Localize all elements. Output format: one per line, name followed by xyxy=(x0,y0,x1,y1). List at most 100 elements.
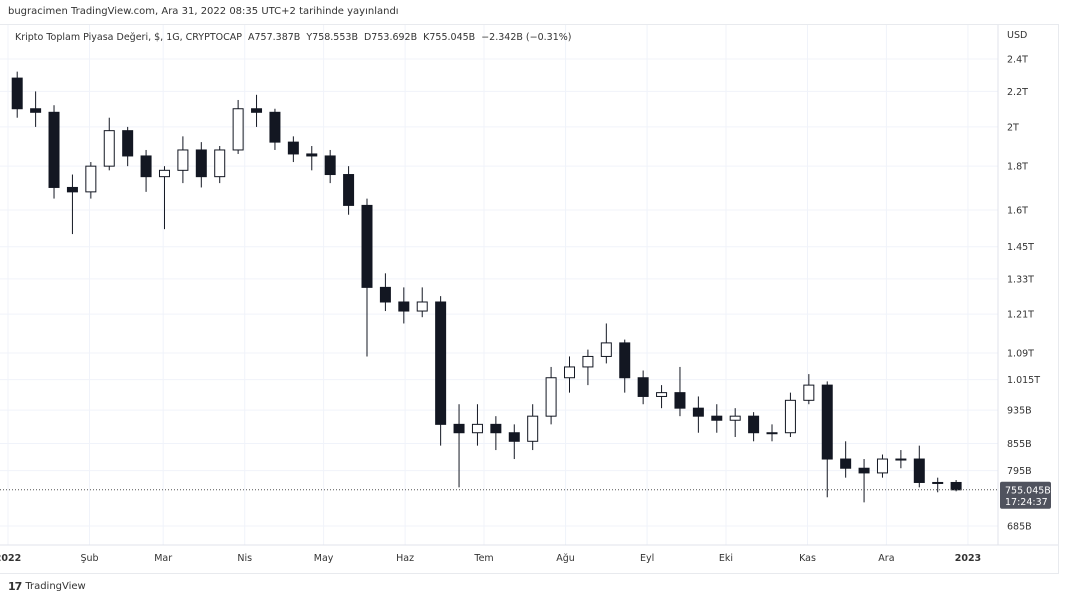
candle xyxy=(582,349,594,386)
last-price-value: 755.045B xyxy=(1005,485,1051,496)
candle-body xyxy=(471,423,483,434)
time-tick-label: Nis xyxy=(237,553,252,564)
candle xyxy=(950,480,962,492)
candle xyxy=(619,339,631,393)
price-tick-label: 2T xyxy=(1007,122,1019,133)
candle-body xyxy=(527,415,539,442)
candle-body xyxy=(564,366,576,379)
candle xyxy=(416,287,428,318)
candle-body xyxy=(821,384,833,460)
candle-body xyxy=(674,392,686,409)
time-tick-label: Ara xyxy=(878,553,894,564)
candle xyxy=(766,424,778,442)
candle xyxy=(711,404,723,433)
candle xyxy=(453,404,465,488)
price-tick-label: 855B xyxy=(1007,439,1032,450)
candle xyxy=(656,385,668,409)
candle-body xyxy=(85,165,97,193)
candle xyxy=(858,459,870,503)
candle-body xyxy=(177,149,189,171)
candle-body xyxy=(48,111,60,188)
candle xyxy=(195,142,207,188)
candle-body xyxy=(508,432,520,442)
candle xyxy=(748,412,760,442)
candle-body xyxy=(637,377,649,397)
candle-body xyxy=(416,301,428,312)
candle xyxy=(490,416,502,451)
price-tick-label: 2.4T xyxy=(1007,55,1028,66)
candle-body xyxy=(932,481,944,484)
candle xyxy=(876,454,888,478)
candle-body xyxy=(122,130,134,157)
tradingview-logo-text: TradingView xyxy=(25,581,86,592)
tradingview-logo-icon: 17 xyxy=(8,580,22,593)
candle xyxy=(48,105,60,199)
candle-body xyxy=(324,155,336,176)
candle-body xyxy=(729,415,741,421)
candle-body xyxy=(895,458,907,461)
candle-body xyxy=(858,467,870,474)
price-tick-label: 1.015T xyxy=(1007,375,1040,386)
time-tick-label: Haz xyxy=(396,553,414,564)
candle-body xyxy=(232,108,244,151)
time-tick-label: Şub xyxy=(80,553,98,564)
candle xyxy=(66,174,78,235)
price-tick-label: 1.33T xyxy=(1007,274,1034,285)
candle-body xyxy=(692,407,704,417)
time-tick-label: Eyl xyxy=(640,553,654,564)
candle-body xyxy=(619,342,631,379)
candle-body xyxy=(214,149,226,178)
candle-body xyxy=(158,169,170,178)
candle-body xyxy=(435,301,447,425)
candle xyxy=(674,366,686,417)
candle xyxy=(692,396,704,433)
candle-body xyxy=(453,423,465,434)
chart-frame xyxy=(0,24,1059,574)
price-tick-label: 795B xyxy=(1007,466,1032,477)
candle-body xyxy=(600,342,612,357)
candle xyxy=(287,136,299,163)
candle xyxy=(637,370,649,405)
candle-body xyxy=(195,149,207,178)
candle-body xyxy=(398,301,410,312)
candle xyxy=(913,445,925,488)
candle xyxy=(471,404,483,446)
symbol-legend: Kripto Toplam Piyasa Değeri, $, 1G, CRYP… xyxy=(15,32,572,43)
candle xyxy=(932,477,944,493)
candle xyxy=(85,162,97,199)
candle-body xyxy=(876,458,888,474)
price-tick-label: 2.2T xyxy=(1007,87,1028,98)
candle-body xyxy=(766,432,778,435)
time-tick-label: May xyxy=(314,553,334,564)
candle-body xyxy=(30,108,42,113)
candle xyxy=(361,198,373,357)
candle-body xyxy=(840,458,852,469)
price-tick-label: 935B xyxy=(1007,406,1032,417)
candle-body xyxy=(11,77,23,110)
candle xyxy=(840,441,852,478)
candle xyxy=(251,94,263,127)
tradingview-logo[interactable]: 17 TradingView xyxy=(8,580,86,593)
candle xyxy=(122,126,134,167)
candle-body xyxy=(582,355,594,368)
candle-body xyxy=(306,153,318,157)
candle-body xyxy=(656,392,668,397)
candle-body xyxy=(913,458,925,483)
time-tick-label: Mar xyxy=(154,553,172,564)
candle xyxy=(600,323,612,364)
candle xyxy=(177,136,189,184)
time-tick-label: Ağu xyxy=(556,553,575,564)
price-tick-label: 1.8T xyxy=(1007,162,1028,173)
candle-body xyxy=(343,174,355,206)
price-tick-label: 685B xyxy=(1007,522,1032,533)
candle xyxy=(232,99,244,154)
candle xyxy=(343,166,355,215)
time-tick-label: 2022 xyxy=(0,553,21,564)
candle xyxy=(269,108,281,150)
candle-body xyxy=(784,399,796,434)
candle-body xyxy=(66,186,78,193)
candle xyxy=(435,296,447,446)
price-tick-label: 1.21T xyxy=(1007,310,1034,321)
candle xyxy=(214,146,226,184)
